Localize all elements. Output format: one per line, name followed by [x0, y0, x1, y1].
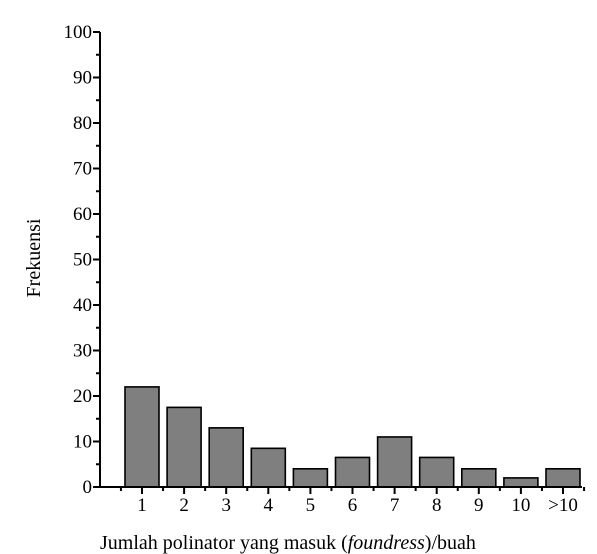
y-axis: 0 10 20 30 40 50 60 70 80 90 100: [64, 22, 101, 498]
bar-7: [376, 436, 413, 488]
bar->10: [545, 467, 581, 488]
x-tick-label: 1: [137, 495, 147, 516]
x-tick-label: 7: [390, 495, 400, 516]
bars-group: [124, 386, 581, 488]
bar-5: [292, 467, 329, 488]
y-tick-label: 90: [73, 68, 92, 89]
bar-6: [334, 456, 371, 488]
x-tick-label: 3: [221, 495, 231, 516]
y-tick-label: 40: [73, 295, 92, 316]
bar-10: [503, 477, 539, 488]
y-tick-label: 50: [73, 250, 92, 271]
bar-4: [250, 447, 287, 488]
bar-1: [124, 386, 160, 488]
x-axis: 1 2 3 4 5 6 7 8 9 10 >10: [100, 486, 586, 516]
y-tick-label: 70: [73, 159, 92, 180]
x-axis-title-prefix: Jumlah polinator yang masuk (: [100, 532, 348, 554]
bar-8: [418, 456, 455, 488]
y-tick-label: 100: [64, 22, 93, 43]
bar-9: [460, 467, 497, 488]
x-axis-title-italic: foundress: [348, 532, 425, 554]
x-tick-label: >10: [548, 495, 578, 516]
y-tick-label: 30: [73, 341, 92, 362]
x-axis-title: Jumlah polinator yang masuk (foundress)/…: [100, 532, 476, 554]
x-tick-label: 6: [348, 495, 358, 516]
x-tick-label: 5: [306, 495, 316, 516]
y-axis-title: Frekuensi: [23, 218, 45, 297]
x-tick-label: 2: [179, 495, 189, 516]
x-tick-label: 4: [264, 495, 274, 516]
x-tick-label: 10: [511, 495, 530, 516]
y-tick-label: 10: [73, 432, 92, 453]
x-tick-label: 9: [474, 495, 484, 516]
x-axis-title-suffix: )/buah: [425, 532, 476, 554]
x-tick-label: 8: [432, 495, 442, 516]
bar-2: [166, 406, 202, 488]
y-tick-label: 60: [73, 204, 92, 225]
y-tick-label: 20: [73, 386, 92, 407]
y-tick-label: 0: [83, 477, 93, 498]
bar-3: [208, 427, 244, 488]
y-tick-label: 80: [73, 113, 92, 134]
